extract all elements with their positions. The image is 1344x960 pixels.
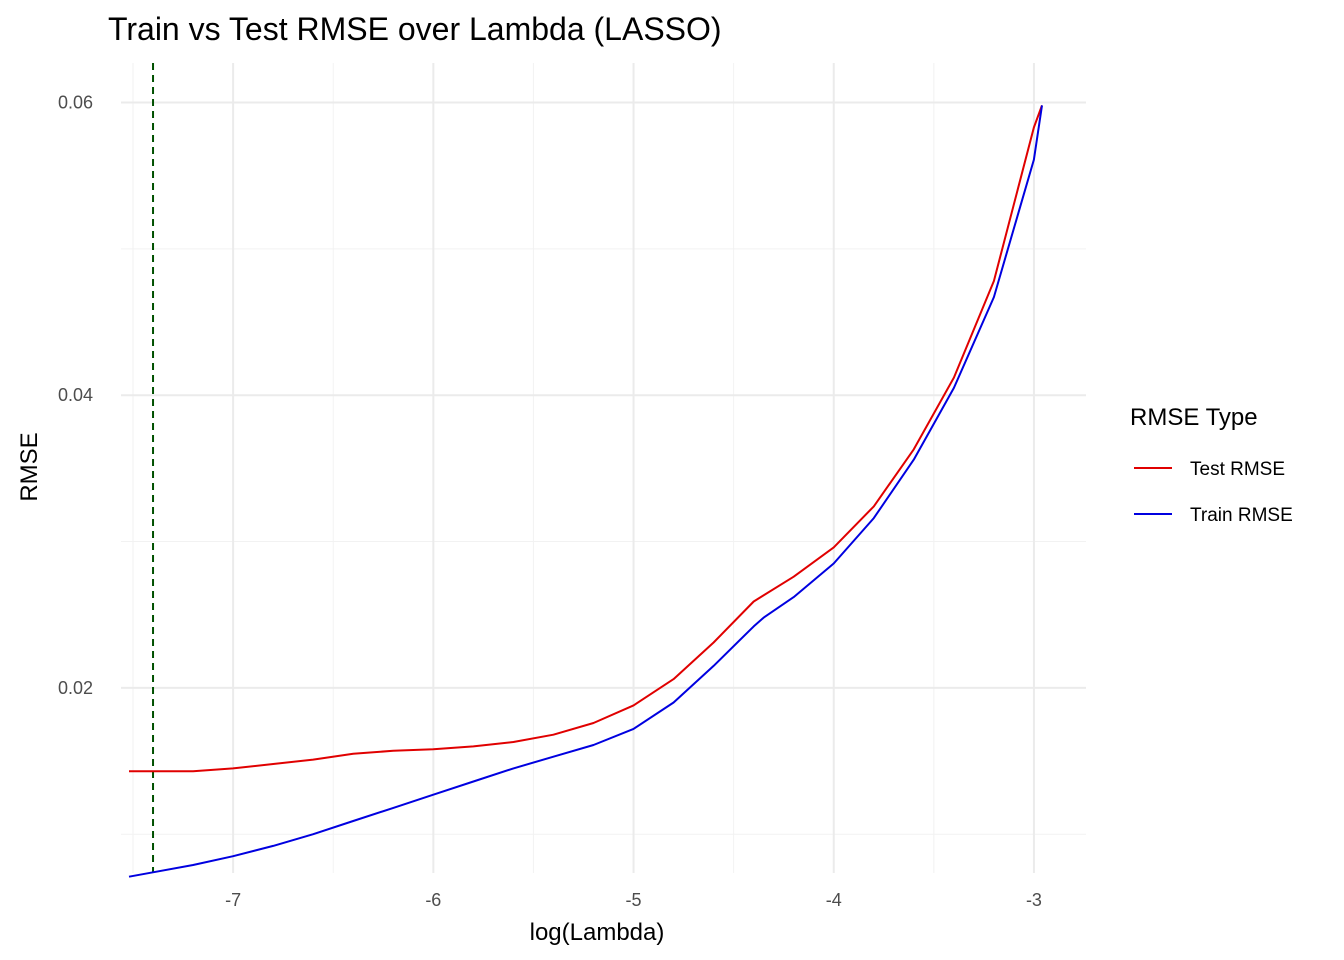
x-tick-labels: -7 -6 -5 -4 -3 bbox=[225, 890, 1042, 910]
x-axis-title: log(Lambda) bbox=[530, 919, 665, 946]
series-layer bbox=[128, 105, 1043, 878]
test-rmse-line bbox=[129, 105, 1043, 773]
train-rmse-legend-label: Train RMSE bbox=[1190, 505, 1293, 526]
y-axis-title: RMSE bbox=[16, 432, 43, 501]
x-tick-label: -4 bbox=[826, 890, 842, 910]
train-rmse-line bbox=[128, 105, 1043, 878]
y-tick-label: 0.04 bbox=[58, 385, 93, 405]
legend-title: RMSE Type bbox=[1130, 404, 1258, 431]
test-rmse-legend-label: Test RMSE bbox=[1190, 459, 1285, 480]
y-tick-label: 0.06 bbox=[58, 93, 93, 113]
legend: RMSE Type Test RMSE Train RMSE bbox=[1130, 404, 1293, 526]
y-tick-labels: 0.02 0.04 0.06 bbox=[58, 93, 93, 698]
x-tick-label: -6 bbox=[425, 890, 441, 910]
grid-layer bbox=[121, 63, 1086, 873]
y-tick-label: 0.02 bbox=[58, 678, 93, 698]
x-tick-label: -7 bbox=[225, 890, 241, 910]
x-tick-label: -5 bbox=[626, 890, 642, 910]
chart-title: Train vs Test RMSE over Lambda (LASSO) bbox=[108, 11, 722, 47]
legend-entries: Test RMSE Train RMSE bbox=[1134, 459, 1293, 526]
x-tick-label: -3 bbox=[1026, 890, 1042, 910]
